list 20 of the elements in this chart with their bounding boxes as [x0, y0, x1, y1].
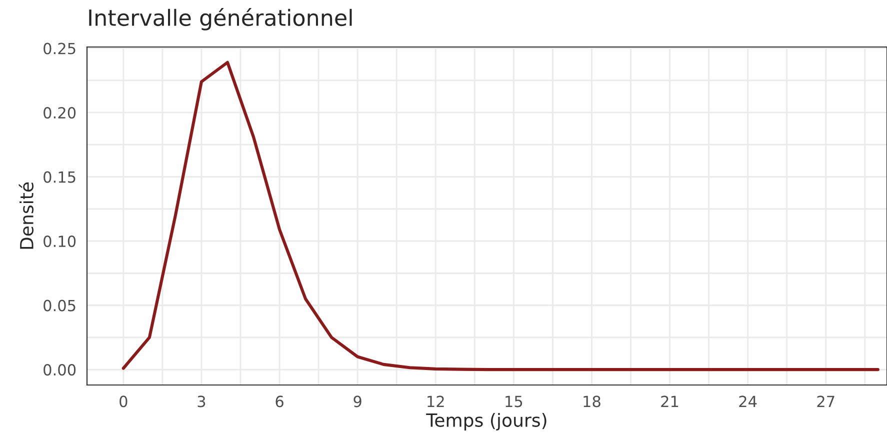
- x-tick-label: 21: [661, 396, 678, 408]
- line-series: [122, 60, 880, 372]
- y-axis-title: Densité: [18, 182, 34, 249]
- y-tick-label: 0.10: [44, 236, 76, 248]
- x-tick-label: 18: [584, 396, 600, 408]
- chart-title: Intervalle générationnel: [89, 8, 352, 30]
- x-tick-label: 24: [739, 396, 757, 408]
- y-tick-label: 0.00: [44, 364, 76, 376]
- x-tick-label: 3: [198, 396, 206, 408]
- x-tick-label: 12: [428, 396, 444, 408]
- x-tick-label: 6: [276, 396, 284, 408]
- y-tick-label: 0.05: [44, 300, 76, 312]
- x-tick-label: 9: [354, 396, 362, 408]
- x-tick-label: 0: [120, 396, 128, 408]
- y-tick-label: 0.25: [44, 42, 76, 54]
- x-tick-label: 15: [506, 396, 522, 408]
- y-tick-label: 0.20: [44, 107, 76, 119]
- x-tick-label: 27: [817, 396, 834, 408]
- x-axis-title: Temps (jours): [426, 412, 546, 430]
- y-tick-label: 0.15: [44, 171, 76, 183]
